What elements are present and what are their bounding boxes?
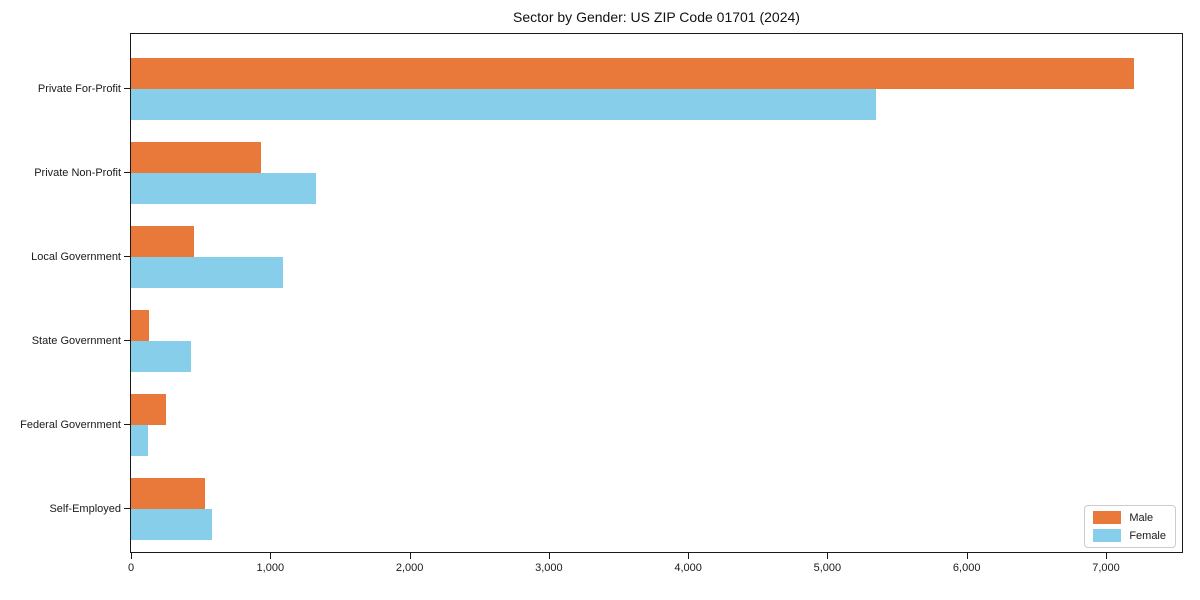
legend-item-female: Female — [1093, 529, 1166, 542]
category-label: Federal Government — [20, 419, 121, 431]
x-tick — [270, 553, 272, 559]
female-bar — [131, 89, 877, 120]
category-label: Local Government — [31, 251, 121, 263]
y-tick — [124, 508, 130, 509]
female-bar — [131, 341, 191, 372]
y-tick — [124, 172, 130, 173]
female-bar — [131, 257, 283, 288]
male-bar — [131, 58, 1134, 89]
x-tick-label: 3,000 — [535, 562, 563, 574]
bar-row: Private For-Profit — [38, 58, 1182, 120]
y-tick — [124, 256, 130, 257]
bar-row: Private Non-Profit — [34, 142, 1182, 204]
x-tick — [548, 553, 550, 559]
x-tick-label: 5,000 — [813, 562, 842, 574]
male-bar — [131, 478, 205, 509]
bar-row: State Government — [32, 310, 1182, 372]
legend-item-male: Male — [1093, 511, 1166, 524]
x-tick — [827, 553, 829, 559]
x-tick-label: 0 — [127, 562, 135, 574]
category-label: Private Non-Profit — [34, 167, 121, 179]
x-tick — [131, 553, 132, 559]
plot-area: Male Female Private For-Profit Private No… — [20, 33, 1183, 574]
bar-row: Federal Government — [20, 394, 1182, 456]
x-tick-label: 1,000 — [256, 562, 285, 574]
legend-label-male: Male — [1129, 511, 1154, 524]
x-tick-label: 2,000 — [395, 562, 424, 574]
category-label: State Government — [31, 335, 121, 347]
x-tick-label: 4,000 — [674, 562, 702, 574]
x-tick-label: 6,000 — [952, 562, 981, 574]
bar-row: Local Government — [31, 226, 1182, 288]
x-tick-label: 7,000 — [1092, 562, 1120, 574]
x-tick — [1106, 553, 1107, 559]
chart-title: Sector by Gender: US ZIP Code 01701 (202… — [513, 9, 800, 25]
male-bar — [131, 226, 194, 257]
female-bar — [131, 509, 212, 540]
y-tick — [124, 88, 130, 89]
female-bar — [131, 425, 148, 456]
x-tick — [966, 553, 968, 559]
male-bar — [131, 142, 261, 173]
x-tick — [688, 553, 690, 559]
bar-row: Self-Employed — [49, 478, 1182, 540]
y-tick — [124, 340, 130, 341]
x-tick — [409, 553, 411, 559]
female-bar — [131, 173, 317, 204]
category-label: Private For-Profit — [37, 83, 121, 95]
legend-swatch-male — [1093, 511, 1122, 524]
legend-label-female: Female — [1129, 529, 1166, 542]
y-tick — [124, 424, 130, 425]
legend: Male Female — [1084, 505, 1176, 548]
male-bar — [131, 310, 150, 341]
category-label: Self-Employed — [49, 503, 121, 515]
legend-swatch-female — [1093, 529, 1122, 542]
male-bar — [131, 394, 166, 425]
